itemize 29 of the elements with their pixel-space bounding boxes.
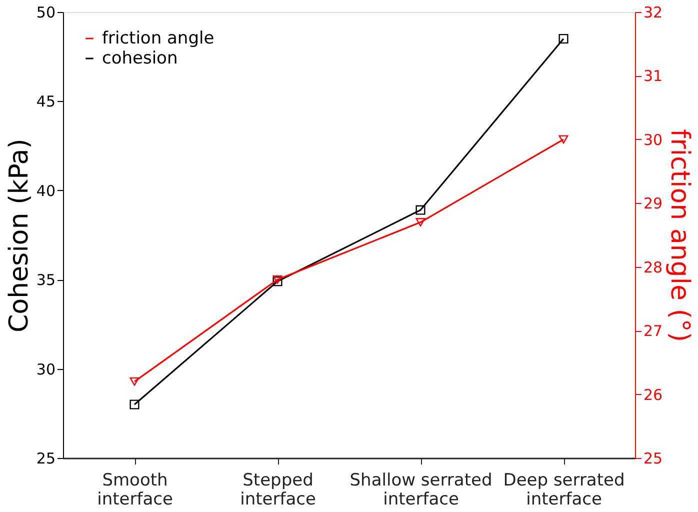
y-tick-label: 40 bbox=[36, 182, 56, 200]
point bbox=[416, 205, 426, 215]
y-tick-label: 50 bbox=[36, 4, 56, 22]
y2-axis-title: friction angle (°) bbox=[664, 128, 695, 342]
point bbox=[272, 275, 282, 284]
point bbox=[130, 377, 140, 386]
y-tick-label: 30 bbox=[36, 360, 56, 378]
point bbox=[558, 34, 568, 44]
point bbox=[416, 218, 426, 226]
x-tick-label: Smooth interface bbox=[97, 470, 173, 510]
legend-label: cohesion bbox=[102, 48, 178, 68]
y2-tick-label: 26 bbox=[644, 386, 663, 404]
x-tick-label: Shallow serrated interface bbox=[350, 470, 492, 510]
y2-tick-label: 31 bbox=[644, 67, 663, 86]
y-tick-label: 35 bbox=[36, 271, 56, 290]
y2-tick-label: 25 bbox=[644, 450, 663, 468]
y2-tick-label: 30 bbox=[644, 130, 663, 149]
x-tick-label: Deep serrated interface bbox=[503, 470, 625, 510]
y2-tick-label: 27 bbox=[644, 322, 663, 340]
y-tick-label: 45 bbox=[36, 92, 56, 111]
point bbox=[130, 400, 140, 410]
y2-tick-label: 28 bbox=[644, 258, 663, 276]
x-tick-label: Stepped interface bbox=[240, 470, 316, 510]
point bbox=[558, 135, 568, 144]
y-axis-title: Cohesion (kPa) bbox=[4, 138, 34, 332]
y-tick-label: 25 bbox=[36, 450, 56, 468]
y2-tick-label: 29 bbox=[644, 194, 663, 213]
legend-label: friction angle bbox=[102, 28, 214, 48]
y2-tick-label: 32 bbox=[644, 4, 663, 22]
